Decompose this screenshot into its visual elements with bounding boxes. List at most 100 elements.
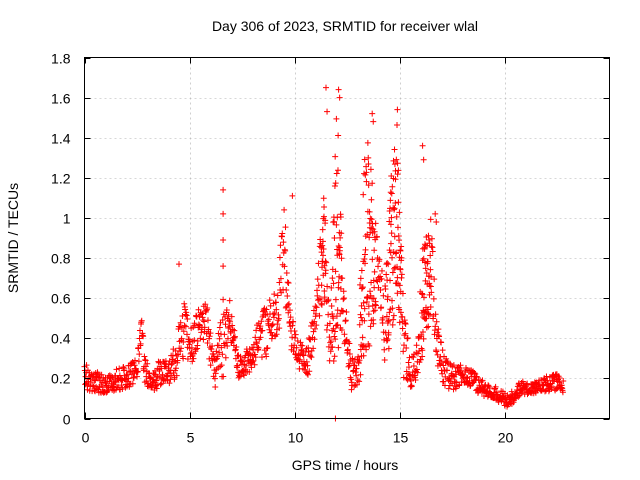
data-point (368, 225, 375, 232)
data-point (258, 354, 265, 361)
data-point (353, 372, 360, 379)
data-point (332, 268, 339, 275)
data-point (394, 106, 401, 113)
data-point (181, 322, 188, 329)
data-point (381, 356, 388, 363)
data-point (450, 362, 457, 369)
data-point (319, 226, 326, 233)
data-point (389, 269, 396, 276)
data-point (269, 322, 276, 329)
chart-title: Day 306 of 2023, SRMTID for receiver wla… (212, 18, 478, 34)
data-point (134, 373, 141, 380)
data-point (389, 254, 396, 261)
data-point (358, 314, 365, 321)
data-point (433, 318, 440, 325)
data-point (89, 382, 96, 389)
data-point (301, 366, 308, 373)
data-point (299, 342, 306, 349)
data-point (135, 358, 142, 365)
y-tick-label: 1.4 (51, 131, 71, 147)
data-point (220, 296, 227, 303)
data-point (383, 271, 390, 278)
data-point (425, 232, 432, 239)
data-point (393, 213, 400, 220)
data-point (524, 380, 531, 387)
data-point (197, 335, 204, 342)
data-point (412, 376, 419, 383)
data-point (158, 365, 165, 372)
data-point (396, 209, 403, 216)
data-point (159, 371, 166, 378)
data-point (392, 176, 399, 183)
data-point (184, 331, 191, 338)
data-point (432, 311, 439, 318)
data-point (178, 335, 185, 342)
data-point (278, 289, 285, 296)
data-point (153, 385, 160, 392)
data-point (226, 323, 233, 330)
axis-ticks (84, 57, 610, 420)
data-point (327, 339, 334, 346)
data-point (300, 352, 307, 359)
data-point (177, 348, 184, 355)
data-point (439, 347, 446, 354)
data-point (182, 323, 189, 330)
data-point (314, 276, 321, 283)
data-point (332, 153, 339, 160)
data-point (335, 344, 342, 351)
data-point (356, 321, 363, 328)
data-point (334, 167, 341, 174)
data-point (294, 338, 301, 345)
data-point (224, 343, 231, 350)
data-point (323, 326, 330, 333)
data-point (201, 318, 208, 325)
data-point (257, 323, 264, 330)
data-point (225, 325, 232, 332)
data-point (559, 389, 566, 396)
data-point (223, 307, 230, 314)
data-point (200, 336, 207, 343)
data-point (365, 154, 372, 161)
data-point (87, 379, 94, 386)
data-point (147, 375, 154, 382)
data-point (119, 386, 126, 393)
data-point (394, 290, 401, 297)
data-point (222, 354, 229, 361)
data-point (229, 322, 236, 329)
data-point (325, 296, 332, 303)
data-point (286, 307, 293, 314)
data-point (357, 275, 364, 282)
data-point (319, 242, 326, 249)
data-point (428, 243, 435, 250)
data-point (142, 363, 149, 370)
data-point (363, 178, 370, 185)
data-point (98, 371, 105, 378)
data-point (308, 347, 315, 354)
y-tick-label: 0.2 (51, 371, 71, 387)
data-point (275, 317, 282, 324)
data-point (277, 275, 284, 282)
data-point (419, 347, 426, 354)
data-point (479, 377, 486, 384)
data-point (240, 358, 247, 365)
data-point (377, 287, 384, 294)
data-point (348, 376, 355, 383)
data-point (438, 358, 445, 365)
data-point (469, 380, 476, 387)
data-point (220, 263, 227, 270)
data-point (388, 230, 395, 237)
data-point (207, 330, 214, 337)
y-tick-label: 0.6 (51, 291, 71, 307)
data-point (308, 354, 315, 361)
data-point (324, 297, 331, 304)
data-point (313, 304, 320, 311)
data-point (220, 373, 227, 380)
data-point (389, 305, 396, 312)
data-point (153, 377, 160, 384)
data-point (322, 267, 329, 274)
data-point (282, 247, 289, 254)
data-point (259, 327, 266, 334)
data-point (315, 297, 322, 304)
data-point (280, 239, 287, 246)
data-point (186, 336, 193, 343)
